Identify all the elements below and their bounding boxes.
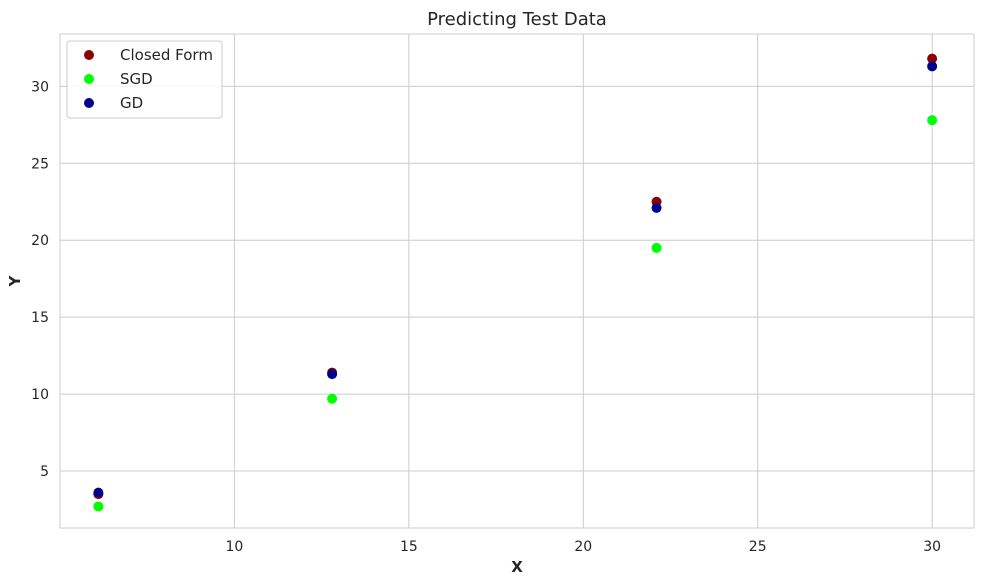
y-tick-label: 5 — [40, 464, 49, 480]
series-gd — [93, 61, 938, 498]
legend-label: GD — [120, 94, 143, 112]
legend-label: SGD — [120, 70, 153, 88]
y-tick-label: 25 — [31, 156, 49, 172]
data-point — [327, 369, 338, 380]
x-axis-label: X — [511, 558, 523, 576]
data-point — [651, 202, 662, 213]
series-sgd — [93, 115, 938, 512]
data-point — [927, 53, 938, 64]
x-tick-label: 10 — [226, 539, 244, 555]
y-tick-label: 15 — [31, 310, 49, 326]
data-point — [93, 501, 104, 512]
data-point — [651, 242, 662, 253]
legend-marker — [84, 50, 94, 60]
data-points — [93, 53, 938, 512]
legend: Closed Form SGD GD — [66, 40, 223, 119]
series-closed-form — [93, 53, 938, 500]
chart-title: Predicting Test Data — [427, 9, 607, 30]
legend-marker — [84, 74, 94, 84]
plot-frame — [59, 33, 975, 529]
y-tick-label: 10 — [31, 387, 49, 403]
x-axis-ticks: 10 15 20 25 30 — [226, 539, 942, 555]
y-tick-label: 30 — [31, 79, 49, 95]
data-point — [927, 115, 938, 126]
data-point — [927, 61, 938, 72]
legend-marker — [84, 98, 94, 108]
legend-label: Closed Form — [120, 46, 213, 64]
x-tick-label: 20 — [574, 539, 592, 555]
x-tick-label: 25 — [749, 539, 767, 555]
y-tick-label: 20 — [31, 233, 49, 249]
legend-box — [66, 40, 223, 119]
y-axis-ticks: 5 10 15 20 25 30 — [31, 79, 49, 480]
x-tick-label: 30 — [923, 539, 941, 555]
x-tick-label: 15 — [400, 539, 418, 555]
data-point — [327, 393, 338, 404]
data-point — [93, 487, 104, 498]
y-axis-label: Y — [6, 274, 24, 287]
